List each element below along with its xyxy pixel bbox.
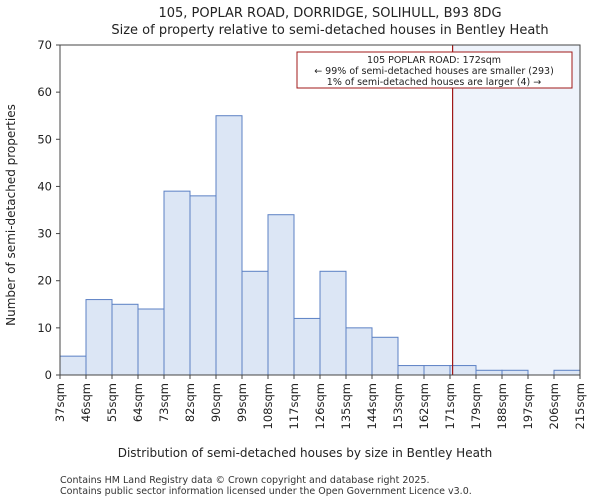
bar-108sqm (267, 214, 295, 376)
x-axis-label: Distribution of semi-detached houses by … (118, 446, 493, 460)
y-tick-label: 50 (37, 132, 52, 146)
footer-line-1: Contains HM Land Registry data © Crown c… (60, 475, 430, 486)
x-tick-label: 37sqm (53, 383, 67, 422)
x-tick-label: 135sqm (339, 383, 353, 429)
bar-188sqm (501, 369, 529, 376)
x-axis: 37sqm 46sqm 55sqm 64sqm 73sqm 82sqm 90sqm 99sqm… (53, 375, 587, 429)
x-tick-label: 46sqm (79, 383, 93, 422)
bar-90sqm (215, 115, 243, 376)
x-tick-label: 117sqm (287, 383, 301, 429)
y-tick-label: 40 (37, 179, 52, 193)
bar-144sqm (371, 336, 399, 376)
x-tick-label: 126sqm (313, 383, 327, 429)
x-tick-label: 99sqm (235, 383, 249, 422)
x-tick-label: 197sqm (521, 383, 535, 429)
y-tick-label: 70 (37, 38, 52, 52)
y-axis-label: Number of semi-detached properties (4, 104, 18, 326)
x-tick-label: 171sqm (443, 383, 457, 429)
y-axis: 0 10 20 30 40 50 60 70 (37, 38, 60, 382)
bar-117sqm (293, 317, 321, 376)
y-tick-label: 0 (45, 368, 52, 382)
x-tick-label: 55sqm (105, 383, 119, 422)
bar-171sqm (449, 365, 477, 376)
annotation-line-2: ← 99% of semi-detached houses are smalle… (314, 66, 554, 77)
y-tick-label: 30 (37, 227, 52, 241)
bar-64sqm (137, 308, 165, 376)
bar-99sqm (241, 270, 269, 376)
chart-title: 105, POPLAR ROAD, DORRIDGE, SOLIHULL, B9… (158, 6, 501, 21)
x-tick-label: 153sqm (391, 383, 405, 429)
x-tick-label: 188sqm (495, 383, 509, 429)
annotation-box: 105 POPLAR ROAD: 172sqm ← 99% of semi-de… (296, 51, 573, 89)
annotation-line-1: 105 POPLAR ROAD: 172sqm (367, 55, 501, 66)
bar-135sqm (345, 327, 373, 376)
annotation-line-3: 1% of semi-detached houses are larger (4… (327, 77, 541, 88)
footer-line-2: Contains public sector information licen… (60, 486, 472, 497)
y-tick-label: 20 (37, 274, 52, 288)
x-tick-label: 162sqm (417, 383, 431, 429)
bar-37sqm (59, 355, 87, 376)
chart-subtitle: Size of property relative to semi-detach… (111, 23, 548, 38)
bar-162sqm (423, 365, 451, 376)
y-tick-label: 60 (37, 85, 52, 99)
y-tick-label: 10 (37, 321, 52, 335)
x-tick-label: 206sqm (547, 383, 561, 429)
x-tick-label: 108sqm (261, 383, 275, 429)
x-tick-label: 90sqm (209, 383, 223, 422)
bar-82sqm (189, 195, 217, 376)
x-tick-label: 82sqm (183, 383, 197, 422)
bars-group (59, 115, 581, 376)
x-tick-label: 73sqm (157, 383, 171, 422)
x-tick-label: 144sqm (365, 383, 379, 429)
bar-206sqm (553, 369, 581, 376)
annotation-frame (296, 51, 573, 89)
bar-73sqm (163, 190, 191, 376)
larger-houses-region (452, 45, 580, 375)
bar-126sqm (319, 270, 347, 376)
bar-179sqm (475, 369, 503, 376)
x-tick-label: 179sqm (469, 383, 483, 429)
bar-153sqm (397, 365, 425, 376)
bar-55sqm (111, 303, 139, 376)
x-tick-label: 215sqm (573, 383, 587, 429)
x-tick-label: 64sqm (131, 383, 145, 422)
bar-46sqm (85, 299, 113, 376)
